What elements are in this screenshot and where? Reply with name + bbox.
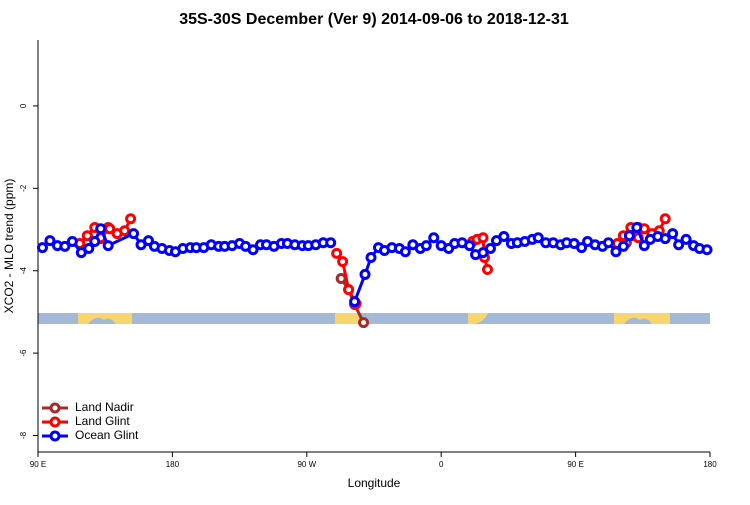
data-point: [617, 240, 629, 252]
data-point: [102, 240, 114, 252]
data-point: [673, 239, 685, 251]
data-point: [365, 252, 377, 264]
data-point: [59, 240, 71, 252]
legend-label: Land Glint: [75, 414, 130, 428]
data-point: [95, 223, 107, 235]
data-point: [484, 242, 496, 254]
data-point: [359, 268, 371, 280]
y-tick-label: -4: [19, 267, 28, 275]
land-patch: [335, 313, 360, 324]
data-point: [119, 225, 131, 237]
data-point: [481, 263, 493, 275]
data-point: [44, 235, 56, 247]
x-tick-label: 0: [439, 460, 444, 469]
x-tick-label: 180: [703, 460, 717, 469]
x-tick-label: 180: [166, 460, 180, 469]
data-point: [477, 232, 489, 244]
legend-marker: [49, 402, 61, 414]
y-tick-label: -2: [19, 184, 28, 192]
data-point: [128, 228, 140, 240]
data-point: [532, 232, 544, 244]
data-point: [81, 230, 93, 242]
land-patch: [614, 313, 670, 324]
data-point: [623, 230, 635, 242]
data-point: [576, 242, 588, 254]
land-strip: [38, 313, 710, 324]
data-point: [343, 284, 355, 296]
ocean-band: [38, 313, 710, 324]
data-point: [89, 235, 101, 247]
legend-label: Land Nadir: [75, 400, 134, 414]
data-point: [498, 231, 510, 243]
data-point: [337, 256, 349, 268]
data-point: [331, 247, 343, 259]
data-point: [610, 246, 622, 258]
data-point: [464, 240, 476, 252]
data-point: [659, 213, 671, 225]
data-point: [247, 244, 259, 256]
land-detail: [88, 317, 116, 324]
series-line: [78, 218, 667, 305]
x-tick-label: 90 E: [567, 460, 583, 469]
data-point: [325, 237, 337, 249]
x-tick-label: 90 W: [297, 460, 316, 469]
y-tick-label: -8: [19, 431, 28, 439]
data-point: [125, 213, 137, 225]
legend-marker: [49, 416, 61, 428]
x-axis-label: Longitude: [348, 476, 401, 490]
land-detail: [624, 317, 652, 324]
data-point: [680, 233, 692, 245]
data-point: [349, 296, 361, 308]
data-point: [659, 233, 671, 245]
y-tick-label: -6: [19, 349, 28, 357]
data-point: [701, 244, 713, 256]
data-point: [66, 235, 78, 247]
land-patch: [468, 313, 488, 324]
data-point: [428, 232, 440, 244]
data-point: [638, 240, 650, 252]
land-patch: [78, 313, 132, 324]
data-point: [602, 237, 614, 249]
legend-label: Ocean Glint: [75, 428, 139, 442]
y-axis-label: XCO2 - MLO trend (ppm): [2, 179, 16, 314]
data-point: [335, 273, 347, 285]
data-point: [36, 242, 48, 254]
data-point: [667, 228, 679, 240]
data-point: [420, 240, 432, 252]
chart-title: 35S-30S December (Ver 9) 2014-09-06 to 2…: [179, 11, 569, 28]
data-point: [631, 221, 643, 233]
y-tick-label: 0: [19, 103, 28, 108]
legend-marker: [49, 430, 61, 442]
data-point: [399, 246, 411, 258]
x-tick-label: 90 E: [30, 460, 46, 469]
data-point: [83, 242, 95, 254]
data-point: [358, 317, 370, 329]
